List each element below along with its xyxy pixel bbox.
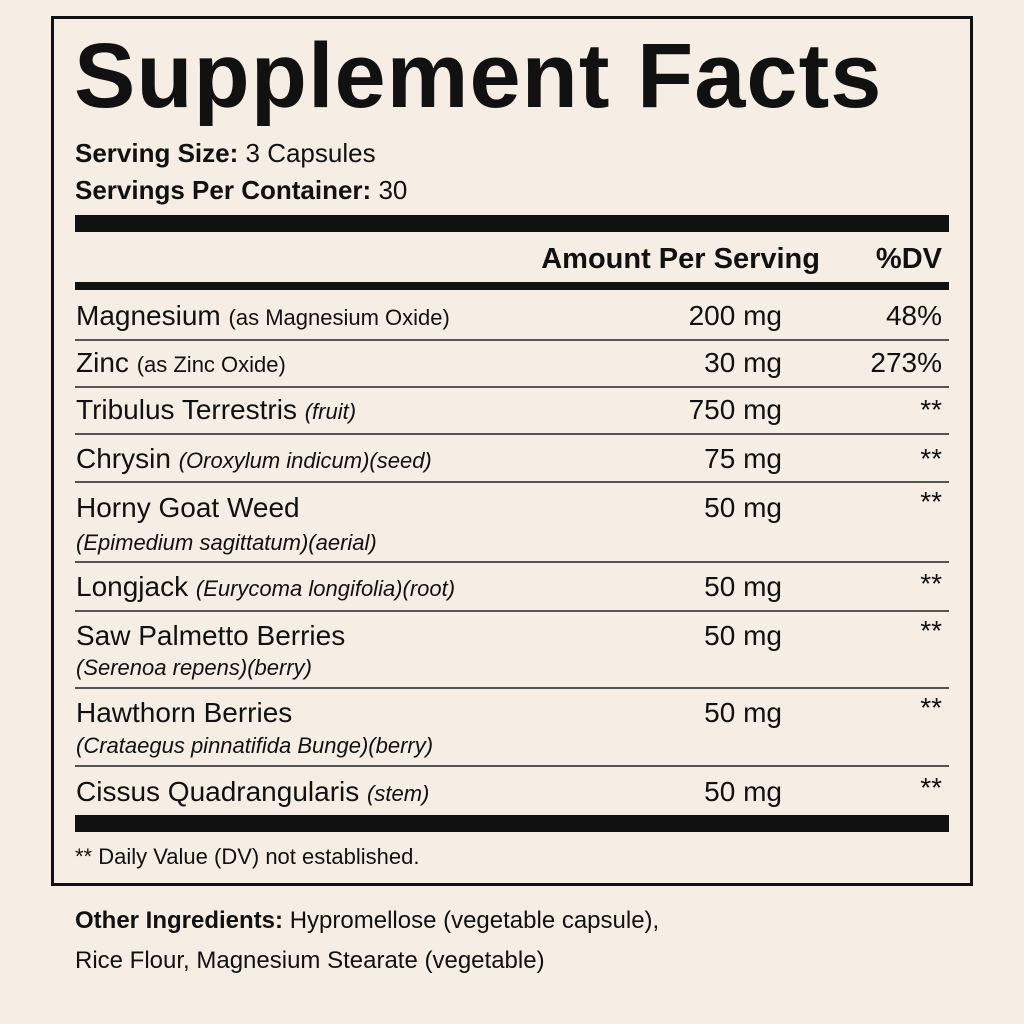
daily-value: ** <box>920 615 942 646</box>
amount: 200 mg <box>688 300 782 331</box>
name: Zinc <box>76 347 129 378</box>
divider <box>75 433 949 435</box>
name: Tribulus Terrestris <box>76 394 297 425</box>
amount: 50 mg <box>704 620 782 651</box>
detail: (Serenoa repens)(berry) <box>76 655 312 680</box>
divider <box>75 481 949 483</box>
name: Magnesium <box>76 300 221 331</box>
detail: (as Zinc Oxide) <box>136 352 286 377</box>
amount: 50 mg <box>704 571 782 602</box>
ingredient: Zinc (as Zinc Oxide) <box>76 347 286 381</box>
name: Chrysin <box>76 443 171 474</box>
amount: 50 mg <box>704 776 782 807</box>
title: Supplement Facts <box>74 25 883 127</box>
ingredient: Longjack (Eurycoma longifolia)(root) <box>76 571 455 605</box>
divider <box>75 386 949 388</box>
servings-per-container: Servings Per Container: 30 <box>75 175 407 205</box>
value: 3 Capsules <box>245 138 376 168</box>
serving-size: Serving Size: 3 Capsules <box>75 138 376 168</box>
divider <box>75 687 949 689</box>
medium-bar <box>75 282 949 290</box>
detail: (as Magnesium Oxide) <box>228 305 450 330</box>
detail: (Crataegus pinnatifida Bunge)(berry) <box>76 733 434 758</box>
divider <box>75 561 949 563</box>
label: Servings Per Container: <box>75 175 372 205</box>
ingredient: Cissus Quadrangularis (stem) <box>76 776 429 810</box>
detail: (Oroxylum indicum)(seed) <box>178 448 432 473</box>
daily-value: ** <box>920 692 942 723</box>
ingredient: Magnesium (as Magnesium Oxide) <box>76 300 450 334</box>
detail: (stem) <box>367 781 430 806</box>
ingredient: Hawthorn Berries <box>76 697 293 728</box>
ingredient: Tribulus Terrestris (fruit) <box>76 394 356 428</box>
name: Cissus Quadrangularis <box>76 776 360 807</box>
name: Longjack <box>76 571 189 602</box>
daily-value: ** <box>920 486 942 517</box>
daily-value: 273% <box>870 347 942 378</box>
amount: 30 mg <box>704 347 782 378</box>
amount: 50 mg <box>704 492 782 523</box>
label: Serving Size: <box>75 138 239 168</box>
divider <box>75 610 949 612</box>
daily-value: ** <box>920 394 942 425</box>
value: 30 <box>378 175 408 205</box>
other-ingredients: Other Ingredients: Hypromellose (vegetab… <box>75 906 659 936</box>
ingredient: Horny Goat Weed <box>76 492 300 523</box>
thick-bar <box>75 815 949 832</box>
amount: 75 mg <box>704 443 782 474</box>
header: %DV <box>875 243 942 275</box>
divider <box>75 765 949 767</box>
divider <box>75 339 949 341</box>
ingredient: Chrysin (Oroxylum indicum)(seed) <box>76 443 432 477</box>
detail: (Epimedium sagittatum)(aerial) <box>76 530 377 555</box>
daily-value: ** <box>920 568 942 599</box>
other-ingredients: Rice Flour, Magnesium Stearate (vegetabl… <box>75 947 545 974</box>
facts-panel <box>51 16 973 886</box>
footnote: ** Daily Value (DV) not established. <box>75 844 420 869</box>
amount: 750 mg <box>688 394 782 425</box>
daily-value: 48% <box>885 300 942 331</box>
detail: (Eurycoma longifolia)(root) <box>195 576 456 601</box>
amount: 50 mg <box>704 697 782 728</box>
ingredient: Saw Palmetto Berries <box>76 620 346 651</box>
label: Other Ingredients: <box>75 907 284 934</box>
daily-value: ** <box>920 443 942 474</box>
text: Hypromellose (vegetable capsule), <box>289 907 660 934</box>
detail: (fruit) <box>304 399 357 424</box>
header: Amount Per Serving <box>541 243 820 275</box>
thick-bar <box>75 215 949 232</box>
daily-value: ** <box>920 772 942 803</box>
